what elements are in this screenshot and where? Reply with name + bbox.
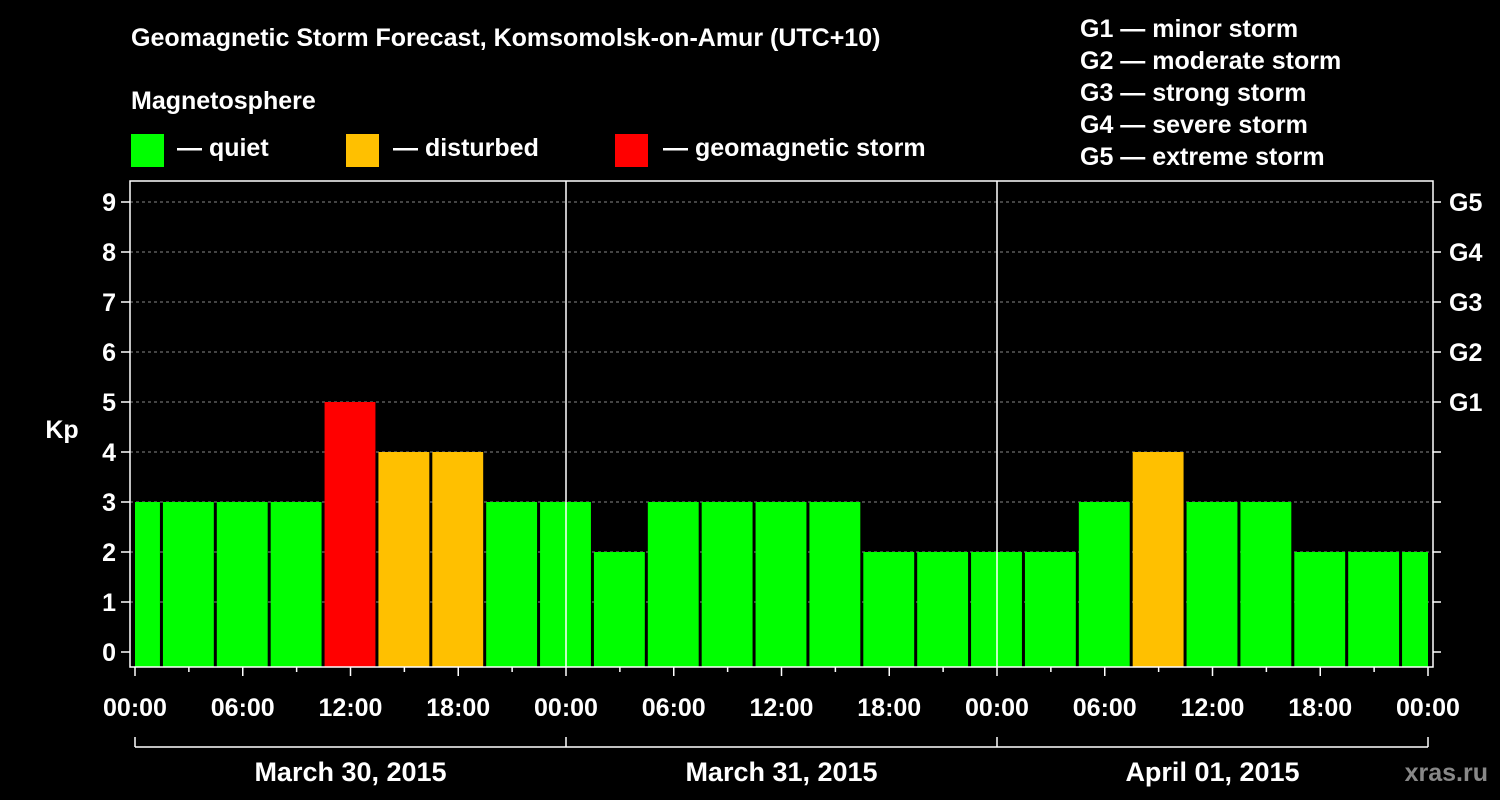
legend-swatch-disturbed <box>346 134 379 167</box>
kp-bar <box>324 402 376 667</box>
g-scale-g1: G1 — minor storm <box>1080 15 1299 43</box>
day-label: March 31, 2015 <box>685 757 877 787</box>
kp-bar <box>378 452 430 667</box>
x-tick-label: 18:00 <box>857 694 921 722</box>
x-tick-label: 00:00 <box>534 694 598 722</box>
kp-bar <box>270 502 322 667</box>
x-tick-label: 12:00 <box>319 694 383 722</box>
kp-bar <box>1402 552 1428 667</box>
x-tick-label: 12:00 <box>750 694 814 722</box>
y-tick-label: 6 <box>102 339 116 367</box>
kp-bar <box>647 502 699 667</box>
y-tick-label: 0 <box>102 639 116 667</box>
kp-bar <box>486 502 538 667</box>
g-scale-g4: G4 — severe storm <box>1080 111 1308 139</box>
g-level-label: G3 <box>1449 289 1482 317</box>
x-tick-label: 00:00 <box>1396 694 1460 722</box>
g-scale-g3: G3 — strong storm <box>1080 79 1307 107</box>
g-scale-g5: G5 — extreme storm <box>1080 143 1325 171</box>
legend-swatch-storm <box>615 134 648 167</box>
legend-label-disturbed: — disturbed <box>393 134 539 162</box>
kp-bar <box>1240 502 1292 667</box>
x-tick-label: 06:00 <box>642 694 706 722</box>
legend-label-quiet: — quiet <box>177 134 269 162</box>
g-level-label: G4 <box>1449 239 1482 267</box>
y-tick-label: 1 <box>102 589 116 617</box>
x-tick-label: 18:00 <box>1288 694 1352 722</box>
x-tick-label: 18:00 <box>426 694 490 722</box>
g-level-label: G1 <box>1449 389 1482 417</box>
kp-bar <box>701 502 753 667</box>
day-label: March 30, 2015 <box>254 757 446 787</box>
y-tick-label: 8 <box>102 239 116 267</box>
x-tick-label: 12:00 <box>1181 694 1245 722</box>
kp-bar <box>162 502 214 667</box>
x-tick-label: 06:00 <box>211 694 275 722</box>
kp-bar <box>1024 552 1076 667</box>
y-axis-label: Kp <box>45 416 78 444</box>
y-tick-label: 4 <box>102 439 116 467</box>
legend-label-storm: — geomagnetic storm <box>663 134 926 162</box>
y-tick-label: 2 <box>102 539 116 567</box>
y-tick-label: 7 <box>102 289 116 317</box>
g-level-label: G2 <box>1449 339 1482 367</box>
magnetosphere-label: Magnetosphere <box>131 87 316 115</box>
watermark: xras.ru <box>1404 759 1488 787</box>
kp-bar <box>1078 502 1130 667</box>
g-scale-g2: G2 — moderate storm <box>1080 47 1342 75</box>
day-label: April 01, 2015 <box>1125 757 1299 787</box>
x-tick-label: 00:00 <box>965 694 1029 722</box>
kp-bar <box>135 502 160 667</box>
kp-bar <box>755 502 807 667</box>
y-tick-label: 9 <box>102 189 116 217</box>
y-tick-label: 5 <box>102 389 116 417</box>
chart-title: Geomagnetic Storm Forecast, Komsomolsk-o… <box>131 24 881 52</box>
kp-bar <box>917 552 969 667</box>
kp-bar <box>216 502 268 667</box>
kp-bar <box>1132 452 1184 667</box>
kp-bar <box>863 552 915 667</box>
kp-bar <box>809 502 861 667</box>
kp-bar <box>1348 552 1400 667</box>
kp-bar <box>432 452 484 667</box>
kp-bar <box>1294 552 1346 667</box>
x-tick-label: 06:00 <box>1073 694 1137 722</box>
legend-swatch-quiet <box>131 134 164 167</box>
kp-bar <box>593 552 645 667</box>
g-level-label: G5 <box>1449 189 1482 217</box>
y-tick-label: 3 <box>102 489 116 517</box>
kp-bar <box>1186 502 1238 667</box>
x-tick-label: 00:00 <box>103 694 167 722</box>
